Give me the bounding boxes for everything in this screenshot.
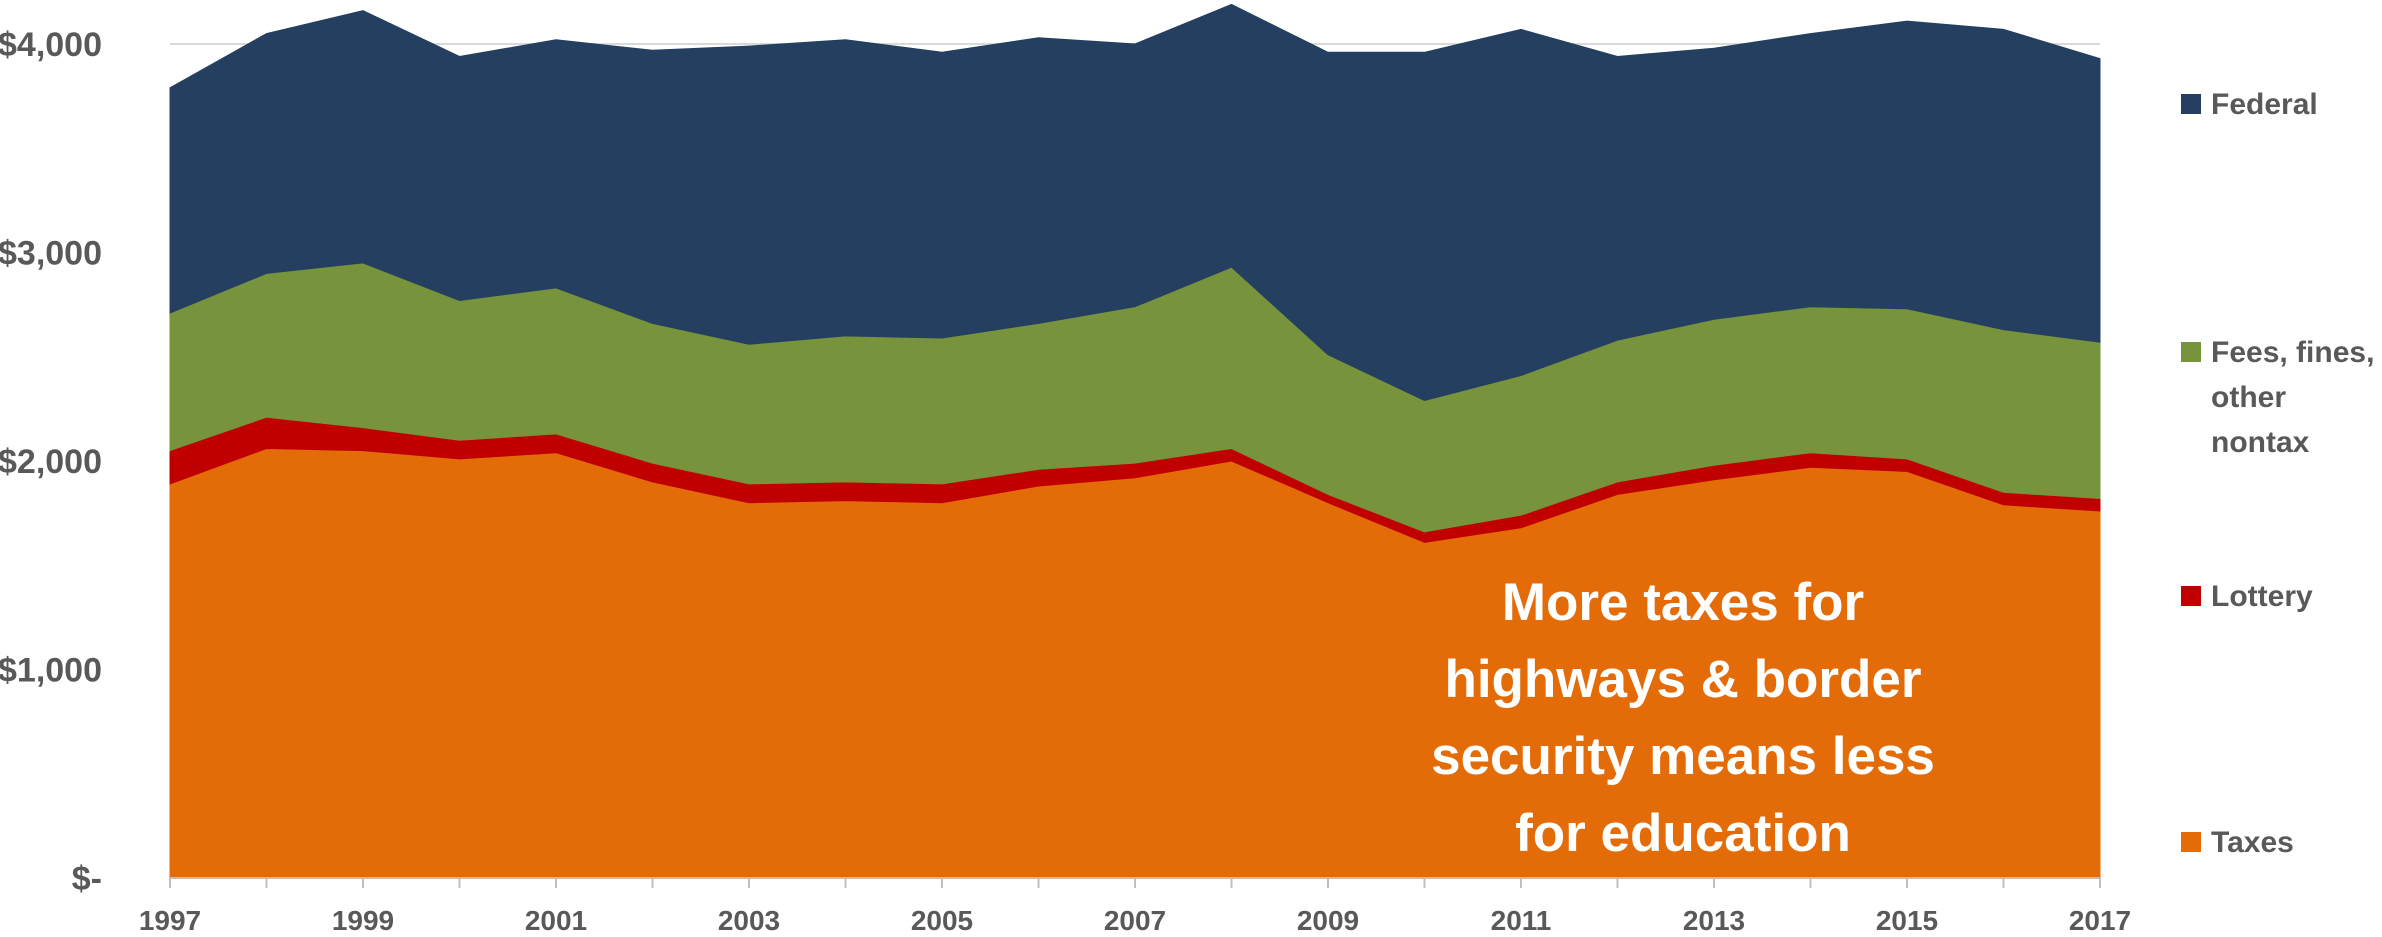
legend-label: Fees, fines, other nontax [2211,336,2374,459]
x-tick-label: 1999 [332,905,394,936]
y-tick-label: $2,000 [0,443,102,481]
legend-swatch [2181,832,2201,852]
legend-item-federal: Federal [2181,88,2318,121]
y-tick-label: $- [72,860,102,898]
x-tick-label: 1997 [139,905,201,936]
legend-item-lottery: Lottery [2181,580,2313,613]
x-tick-label: 2015 [1876,905,1938,936]
y-tick-label: $3,000 [0,235,102,273]
x-tick-label: 2009 [1297,905,1359,936]
legend-swatch [2181,586,2201,606]
legend: Federal Fees, fines, other nontax Lottery Tax… [2181,88,2374,859]
axes: $- $1,000 $2,000 $3,000 $4,000 1997 1999 2001 20… [0,26,2131,936]
legend-swatch [2181,94,2201,114]
legend-label: Lottery [2211,580,2313,613]
annotation: More taxes for highways & border security … [1431,573,1935,863]
x-tick-label: 2007 [1104,905,1166,936]
annotation-text: More taxes for highways & border security … [1431,573,1935,863]
x-tick-label: 2017 [2069,905,2131,936]
area-federal [169,3,2101,402]
legend-item-fees-fines-other-nontax: Fees, fines, other nontax [2181,336,2374,459]
x-tick-label: 2011 [1491,905,1552,936]
x-tick-label: 2003 [718,905,780,936]
y-tick-label: $4,000 [0,26,102,64]
x-tick-label: 2001 [525,905,587,936]
legend-label: Taxes [2211,826,2294,859]
legend-swatch [2181,342,2201,362]
legend-label: Federal [2211,88,2318,121]
legend-item-taxes: Taxes [2181,826,2294,859]
x-tick-label: 2013 [1683,905,1745,936]
series-areas [169,3,2101,879]
y-tick-label: $1,000 [0,652,102,690]
x-tick-label: 2005 [911,905,973,936]
